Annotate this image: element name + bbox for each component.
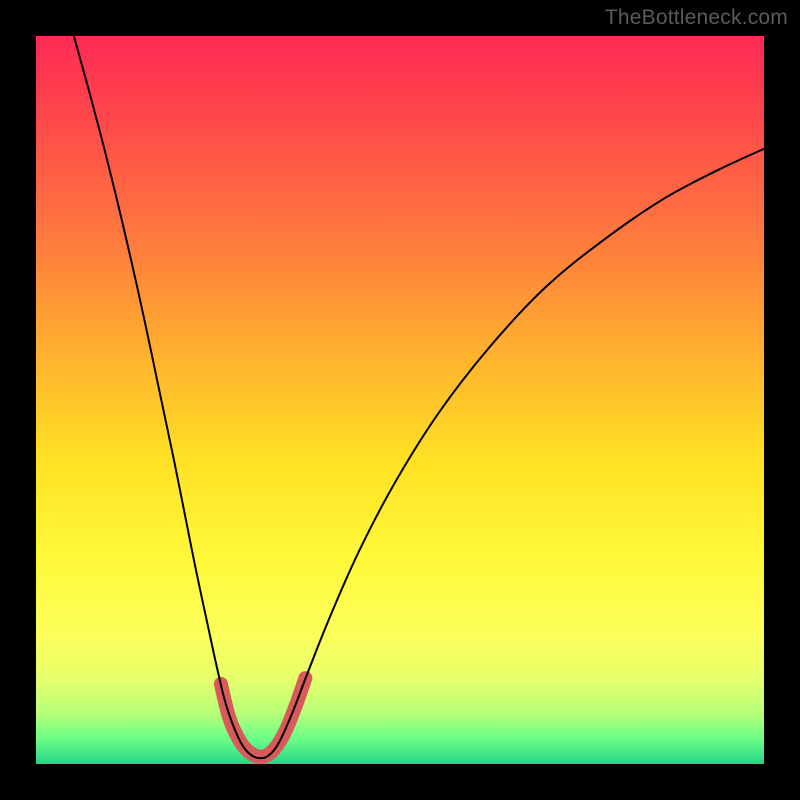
bottleneck-chart [36, 36, 764, 764]
chart-container: TheBottleneck.com [0, 0, 800, 800]
plot-background [36, 36, 764, 764]
watermark-text: TheBottleneck.com [605, 6, 788, 30]
